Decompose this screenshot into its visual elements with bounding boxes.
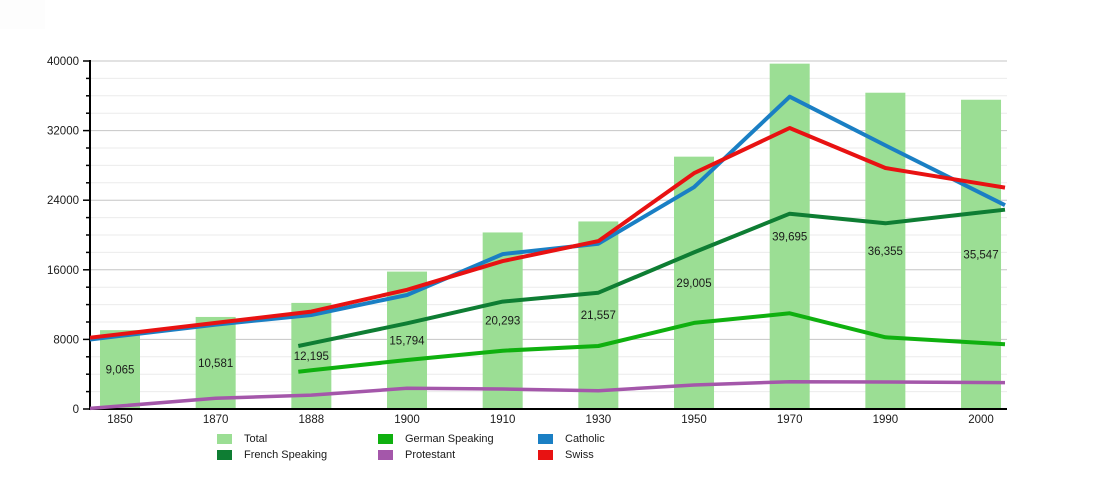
bar-value-label: 21,557 [581, 310, 616, 322]
legend-label-total: Total [244, 433, 268, 445]
x-tick-label: 1850 [107, 414, 133, 426]
legend-label-catholic: Catholic [565, 433, 605, 445]
line-german-speaking [298, 311, 1006, 374]
legend-item-french-speaking: French Speaking [217, 449, 327, 461]
bar-value-label: 10,581 [198, 358, 233, 370]
bar-value-label: 29,005 [676, 278, 711, 290]
x-tick-label: 1990 [873, 414, 899, 426]
legend-swatch-french-speaking [217, 450, 232, 460]
y-tick-label: 40000 [47, 56, 79, 68]
bar-value-label: 36,355 [868, 246, 903, 258]
legend-item-catholic: Catholic [538, 433, 605, 445]
legend-item-swiss: Swiss [538, 449, 594, 461]
legend-label-protestant: Protestant [405, 449, 456, 461]
y-tick-label: 16000 [47, 265, 79, 277]
bar-value-label: 35,547 [963, 249, 998, 261]
legend-item-total: Total [217, 433, 267, 445]
x-tick-label: 1930 [586, 414, 612, 426]
y-tick-label: 8000 [53, 334, 79, 346]
x-tick-label: 1870 [203, 414, 229, 426]
x-tick-label: 1910 [490, 414, 516, 426]
x-tick-label: 1900 [394, 414, 420, 426]
legend-swatch-german-speaking [378, 434, 393, 444]
legend-item-protestant: Protestant [378, 449, 455, 461]
bar-value-label: 20,293 [485, 316, 520, 328]
legend-label-german-speaking: German Speaking [405, 433, 494, 445]
legend-label-french-speaking: French Speaking [244, 449, 328, 461]
legend-swatch-total [217, 434, 232, 444]
legend-swatch-protestant [378, 450, 393, 460]
total-bar [100, 330, 140, 409]
y-tick-label: 32000 [47, 126, 79, 138]
total-bar [961, 99, 1002, 410]
y-tick-label: 0 [73, 404, 79, 416]
bar-value-label: 15,794 [389, 335, 425, 347]
total-bar [291, 302, 332, 409]
legend-swatch-catholic [538, 434, 553, 444]
legend-label-swiss: Swiss [565, 449, 594, 461]
bar-value-label: 39,695 [772, 231, 807, 243]
line-protestant [89, 379, 1006, 411]
line-french-speaking [297, 207, 1006, 348]
x-tick-label: 1888 [299, 414, 325, 426]
total-bar [769, 63, 810, 409]
legend-item-german-speaking: German Speaking [378, 433, 494, 445]
y-tick-label: 24000 [47, 195, 79, 207]
total-bar [195, 316, 236, 409]
x-tick-label: 1970 [777, 414, 803, 426]
line-swiss [89, 126, 1006, 340]
legend-swatch-swiss [538, 450, 553, 460]
total-bar [578, 221, 619, 409]
bar-value-label: 9,065 [106, 365, 135, 377]
corner-artifact [0, 0, 45, 29]
x-tick-label: 1950 [681, 414, 707, 426]
x-tick-label: 2000 [968, 414, 994, 426]
total-bar [674, 156, 715, 409]
bar-value-label: 12,195 [294, 351, 329, 363]
